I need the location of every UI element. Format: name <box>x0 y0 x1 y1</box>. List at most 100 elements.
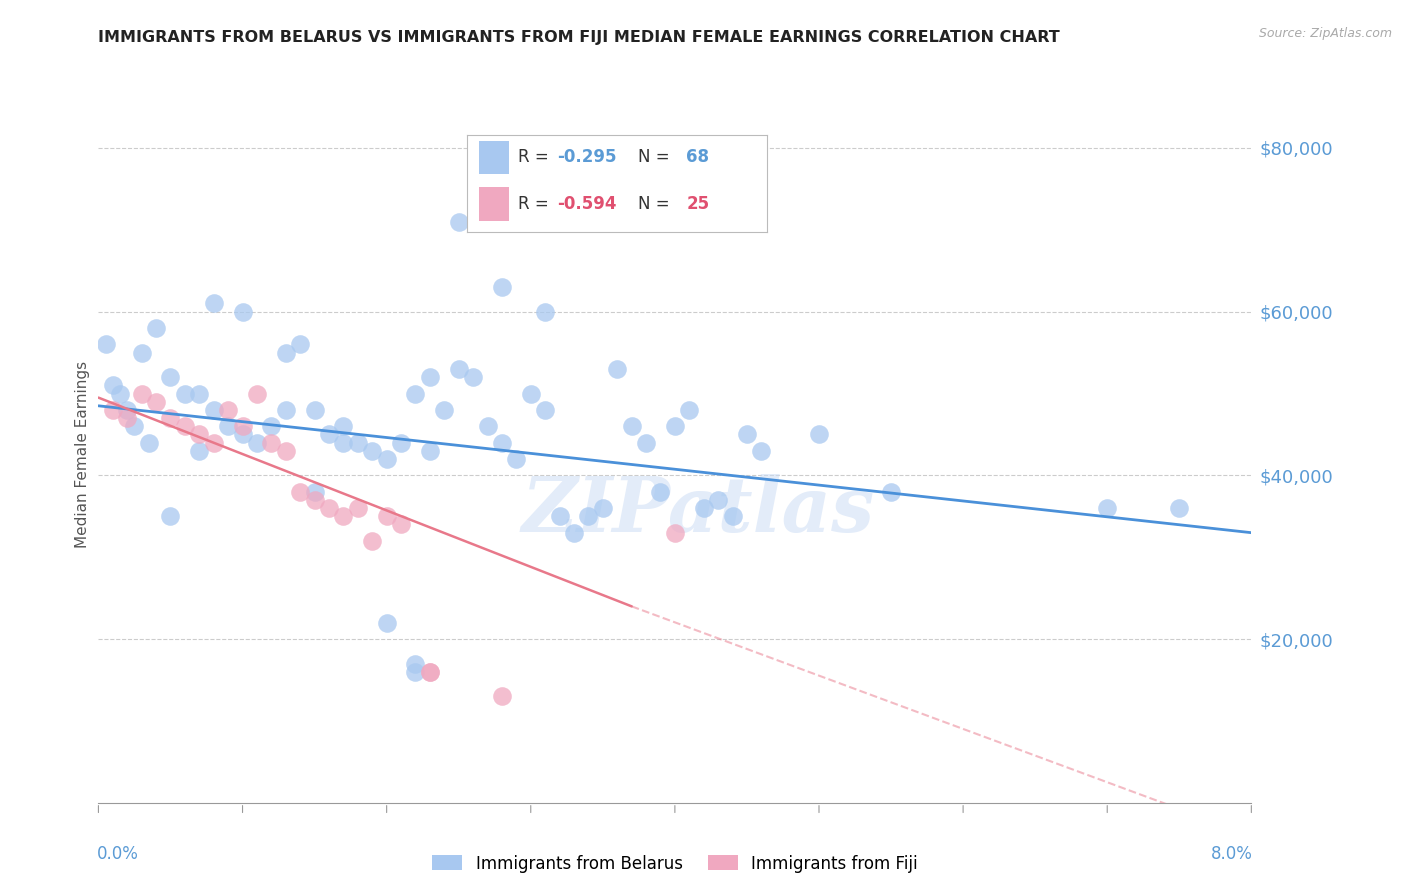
Point <box>159 411 181 425</box>
Point <box>491 690 513 704</box>
Point <box>260 435 283 450</box>
Point <box>491 435 513 450</box>
Point <box>419 665 441 679</box>
Point <box>202 435 225 450</box>
Point <box>520 386 543 401</box>
Point <box>124 419 146 434</box>
Point <box>419 665 441 679</box>
Point <box>101 403 124 417</box>
Point <box>447 214 470 228</box>
Point <box>620 419 643 434</box>
Point <box>101 378 124 392</box>
Point <box>375 615 398 630</box>
Point <box>389 517 412 532</box>
Text: N =: N = <box>638 148 675 166</box>
Point <box>491 280 513 294</box>
Point <box>534 304 557 318</box>
Legend: Immigrants from Belarus, Immigrants from Fiji: Immigrants from Belarus, Immigrants from… <box>426 848 924 880</box>
Text: 0.0%: 0.0% <box>97 845 139 863</box>
Point <box>606 362 628 376</box>
Point <box>332 509 354 524</box>
Point <box>735 427 758 442</box>
Point <box>202 296 225 310</box>
Point <box>260 419 283 434</box>
Point <box>346 501 368 516</box>
Point <box>405 386 427 401</box>
Point <box>693 501 716 516</box>
Point <box>246 386 269 401</box>
Text: ZIPatlas: ZIPatlas <box>522 474 875 548</box>
Text: R =: R = <box>519 148 554 166</box>
Text: 68: 68 <box>686 148 709 166</box>
Point <box>562 525 585 540</box>
Point <box>433 403 456 417</box>
Point <box>188 427 211 442</box>
Text: N =: N = <box>638 194 675 212</box>
Text: IMMIGRANTS FROM BELARUS VS IMMIGRANTS FROM FIJI MEDIAN FEMALE EARNINGS CORRELATI: IMMIGRANTS FROM BELARUS VS IMMIGRANTS FR… <box>98 29 1060 45</box>
Point <box>131 345 153 359</box>
Point <box>159 509 181 524</box>
Point <box>346 435 368 450</box>
Point <box>304 492 326 507</box>
Point <box>231 427 254 442</box>
Point <box>332 419 354 434</box>
Point <box>174 419 197 434</box>
Point <box>447 362 470 376</box>
Point <box>1168 501 1191 516</box>
Point <box>138 435 160 450</box>
Point <box>664 525 686 540</box>
Point <box>375 452 398 467</box>
Point <box>678 403 700 417</box>
Point <box>274 443 297 458</box>
Point <box>304 484 326 499</box>
Text: -0.594: -0.594 <box>557 194 617 212</box>
Point <box>231 419 254 434</box>
Point <box>246 435 269 450</box>
Point <box>419 370 441 384</box>
Text: 25: 25 <box>686 194 709 212</box>
Point <box>231 304 254 318</box>
Point <box>592 501 614 516</box>
Point <box>94 337 117 351</box>
Point <box>117 411 139 425</box>
Point <box>375 509 398 524</box>
Point <box>145 394 167 409</box>
Point <box>108 386 131 401</box>
Bar <box>479 141 509 174</box>
Point <box>505 452 527 467</box>
Point <box>159 370 181 384</box>
Point <box>477 419 499 434</box>
Point <box>534 403 557 417</box>
Point <box>405 657 427 671</box>
Point <box>1097 501 1119 516</box>
Point <box>636 435 658 450</box>
Point <box>290 484 312 499</box>
Point <box>290 337 312 351</box>
Point <box>721 509 744 524</box>
Point <box>117 403 139 417</box>
Point <box>318 501 340 516</box>
Point <box>174 386 197 401</box>
Point <box>131 386 153 401</box>
Text: Source: ZipAtlas.com: Source: ZipAtlas.com <box>1258 27 1392 40</box>
Point <box>274 345 297 359</box>
Y-axis label: Median Female Earnings: Median Female Earnings <box>75 361 90 549</box>
Point <box>188 443 211 458</box>
Point <box>664 419 686 434</box>
Point <box>707 492 730 507</box>
Point <box>361 443 384 458</box>
Text: -0.295: -0.295 <box>557 148 617 166</box>
Point <box>274 403 297 417</box>
Point <box>361 533 384 548</box>
Point <box>332 435 354 450</box>
Point <box>807 427 830 442</box>
Point <box>578 509 600 524</box>
Bar <box>479 187 509 220</box>
Point <box>751 443 773 458</box>
Point <box>217 419 239 434</box>
Point <box>548 509 571 524</box>
Point <box>405 665 427 679</box>
Point <box>650 484 672 499</box>
Point <box>419 443 441 458</box>
Point <box>304 403 326 417</box>
